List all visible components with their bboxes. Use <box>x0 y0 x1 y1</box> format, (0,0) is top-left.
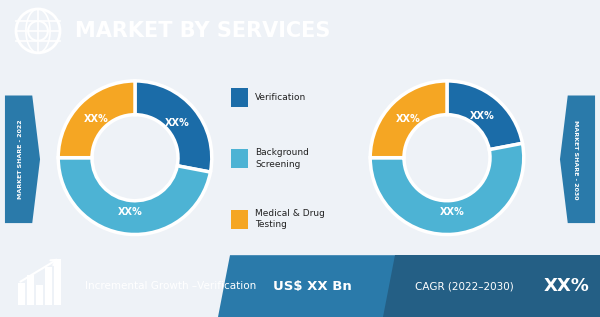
Bar <box>45 267 52 305</box>
Polygon shape <box>5 95 40 223</box>
Text: CAGR (2022–2030): CAGR (2022–2030) <box>415 281 514 291</box>
Wedge shape <box>370 81 447 158</box>
Text: XX%: XX% <box>396 114 421 124</box>
Text: XX%: XX% <box>84 114 109 124</box>
Wedge shape <box>370 143 524 235</box>
Bar <box>231 210 248 229</box>
Text: Medical & Drug
Testing: Medical & Drug Testing <box>255 209 325 230</box>
Polygon shape <box>560 95 595 223</box>
Text: XX%: XX% <box>440 207 464 217</box>
Text: XX%: XX% <box>469 111 494 121</box>
Text: US$ XX Bn: US$ XX Bn <box>272 280 352 293</box>
Bar <box>231 149 248 168</box>
Text: Verification: Verification <box>255 93 306 102</box>
Bar <box>231 88 248 107</box>
Bar <box>27 275 34 305</box>
Wedge shape <box>58 81 135 158</box>
Polygon shape <box>218 255 407 317</box>
Text: Background
Screening: Background Screening <box>255 148 309 169</box>
Bar <box>54 259 61 305</box>
Wedge shape <box>58 158 211 235</box>
Text: MARKET BY SERVICES: MARKET BY SERVICES <box>75 21 331 41</box>
Wedge shape <box>135 81 212 172</box>
Text: MARKET SHARE - 2022: MARKET SHARE - 2022 <box>18 120 23 199</box>
Polygon shape <box>383 255 600 317</box>
Text: XX%: XX% <box>118 207 142 217</box>
Text: MARKET SHARE - 2030: MARKET SHARE - 2030 <box>573 120 578 199</box>
Wedge shape <box>447 81 523 150</box>
Text: XX%: XX% <box>544 277 590 295</box>
Bar <box>18 283 25 305</box>
Bar <box>36 285 43 305</box>
Text: Incremental Growth –Verification: Incremental Growth –Verification <box>85 281 256 291</box>
Text: XX%: XX% <box>164 118 190 128</box>
